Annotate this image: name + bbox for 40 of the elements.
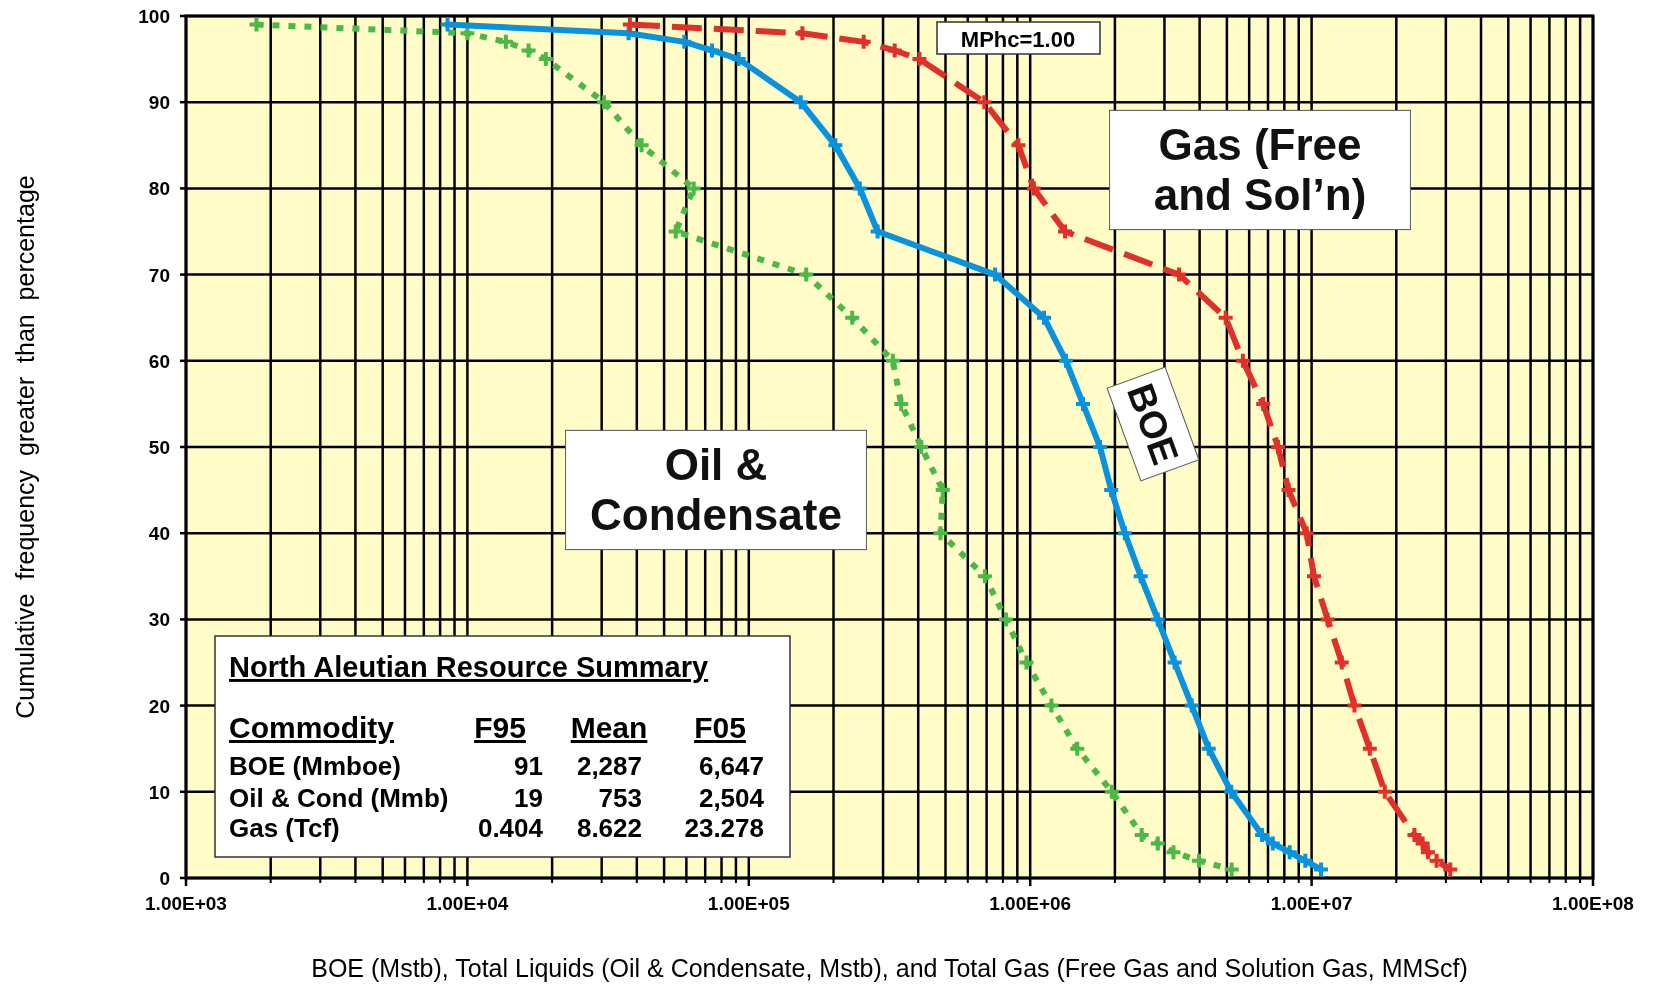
series-label: Gas (Free and Sol’n) [1153, 119, 1367, 220]
annotation: 753 [598, 783, 642, 813]
y-tick-label: 70 [148, 264, 170, 286]
annotation: MPhc=1.00 [960, 27, 1076, 52]
annotation: F95 [474, 711, 526, 744]
y-tick-label: 60 [148, 350, 170, 372]
x-tick-label: 1.00E+05 [707, 893, 791, 914]
annotation: BOE (Mmboe) [229, 751, 401, 781]
annotation: 6,647 [698, 751, 764, 781]
annotation: North Aleutian Resource Summary [229, 651, 709, 683]
annotation: 2,287 [576, 751, 642, 781]
y-tick-label: 80 [148, 178, 170, 200]
annotation: Commodity [229, 711, 395, 744]
x-tick-label: 1.00E+08 [1552, 893, 1634, 914]
y-axis-title: Cumulative frequency greater than percentage [11, 175, 39, 719]
annotation: 19 [514, 783, 543, 813]
y-tick-label: 10 [148, 781, 170, 803]
annotation: Gas (Tcf) [229, 813, 340, 843]
annotation: Oil & Cond (Mmb) [229, 783, 449, 813]
x-tick-label: 1.00E+04 [426, 893, 509, 914]
annotation: 2,504 [698, 783, 765, 813]
y-tick-label: 50 [148, 437, 170, 458]
y-tick-label: 100 [138, 6, 170, 27]
annotation: F05 [694, 711, 746, 744]
y-tick-label: 20 [148, 695, 170, 717]
text: BOE [1119, 378, 1187, 470]
y-tick-label: 30 [148, 609, 170, 631]
x-axis-title: BOE (Mstb), Total Liquids (Oil & Condensate, Mstb), and Total Gas (Free Gas and Solution Gas, MMScf) [311, 954, 1468, 982]
annotation: 8.622 [576, 813, 642, 843]
series-label: Oil & Condensate [590, 439, 842, 540]
annotation: Mean [570, 711, 648, 744]
annotation: 91 [514, 751, 543, 781]
y-tick-label: 0 [159, 868, 170, 889]
annotation: 0.404 [477, 813, 544, 843]
y-tick-label: 40 [148, 523, 170, 545]
annotation: 23.278 [684, 813, 764, 843]
y-tick-label: 90 [148, 92, 170, 114]
x-tick-label: 1.00E+07 [1270, 893, 1353, 914]
x-tick-label: 1.00E+03 [145, 893, 227, 914]
x-tick-label: 1.00E+06 [989, 893, 1072, 914]
